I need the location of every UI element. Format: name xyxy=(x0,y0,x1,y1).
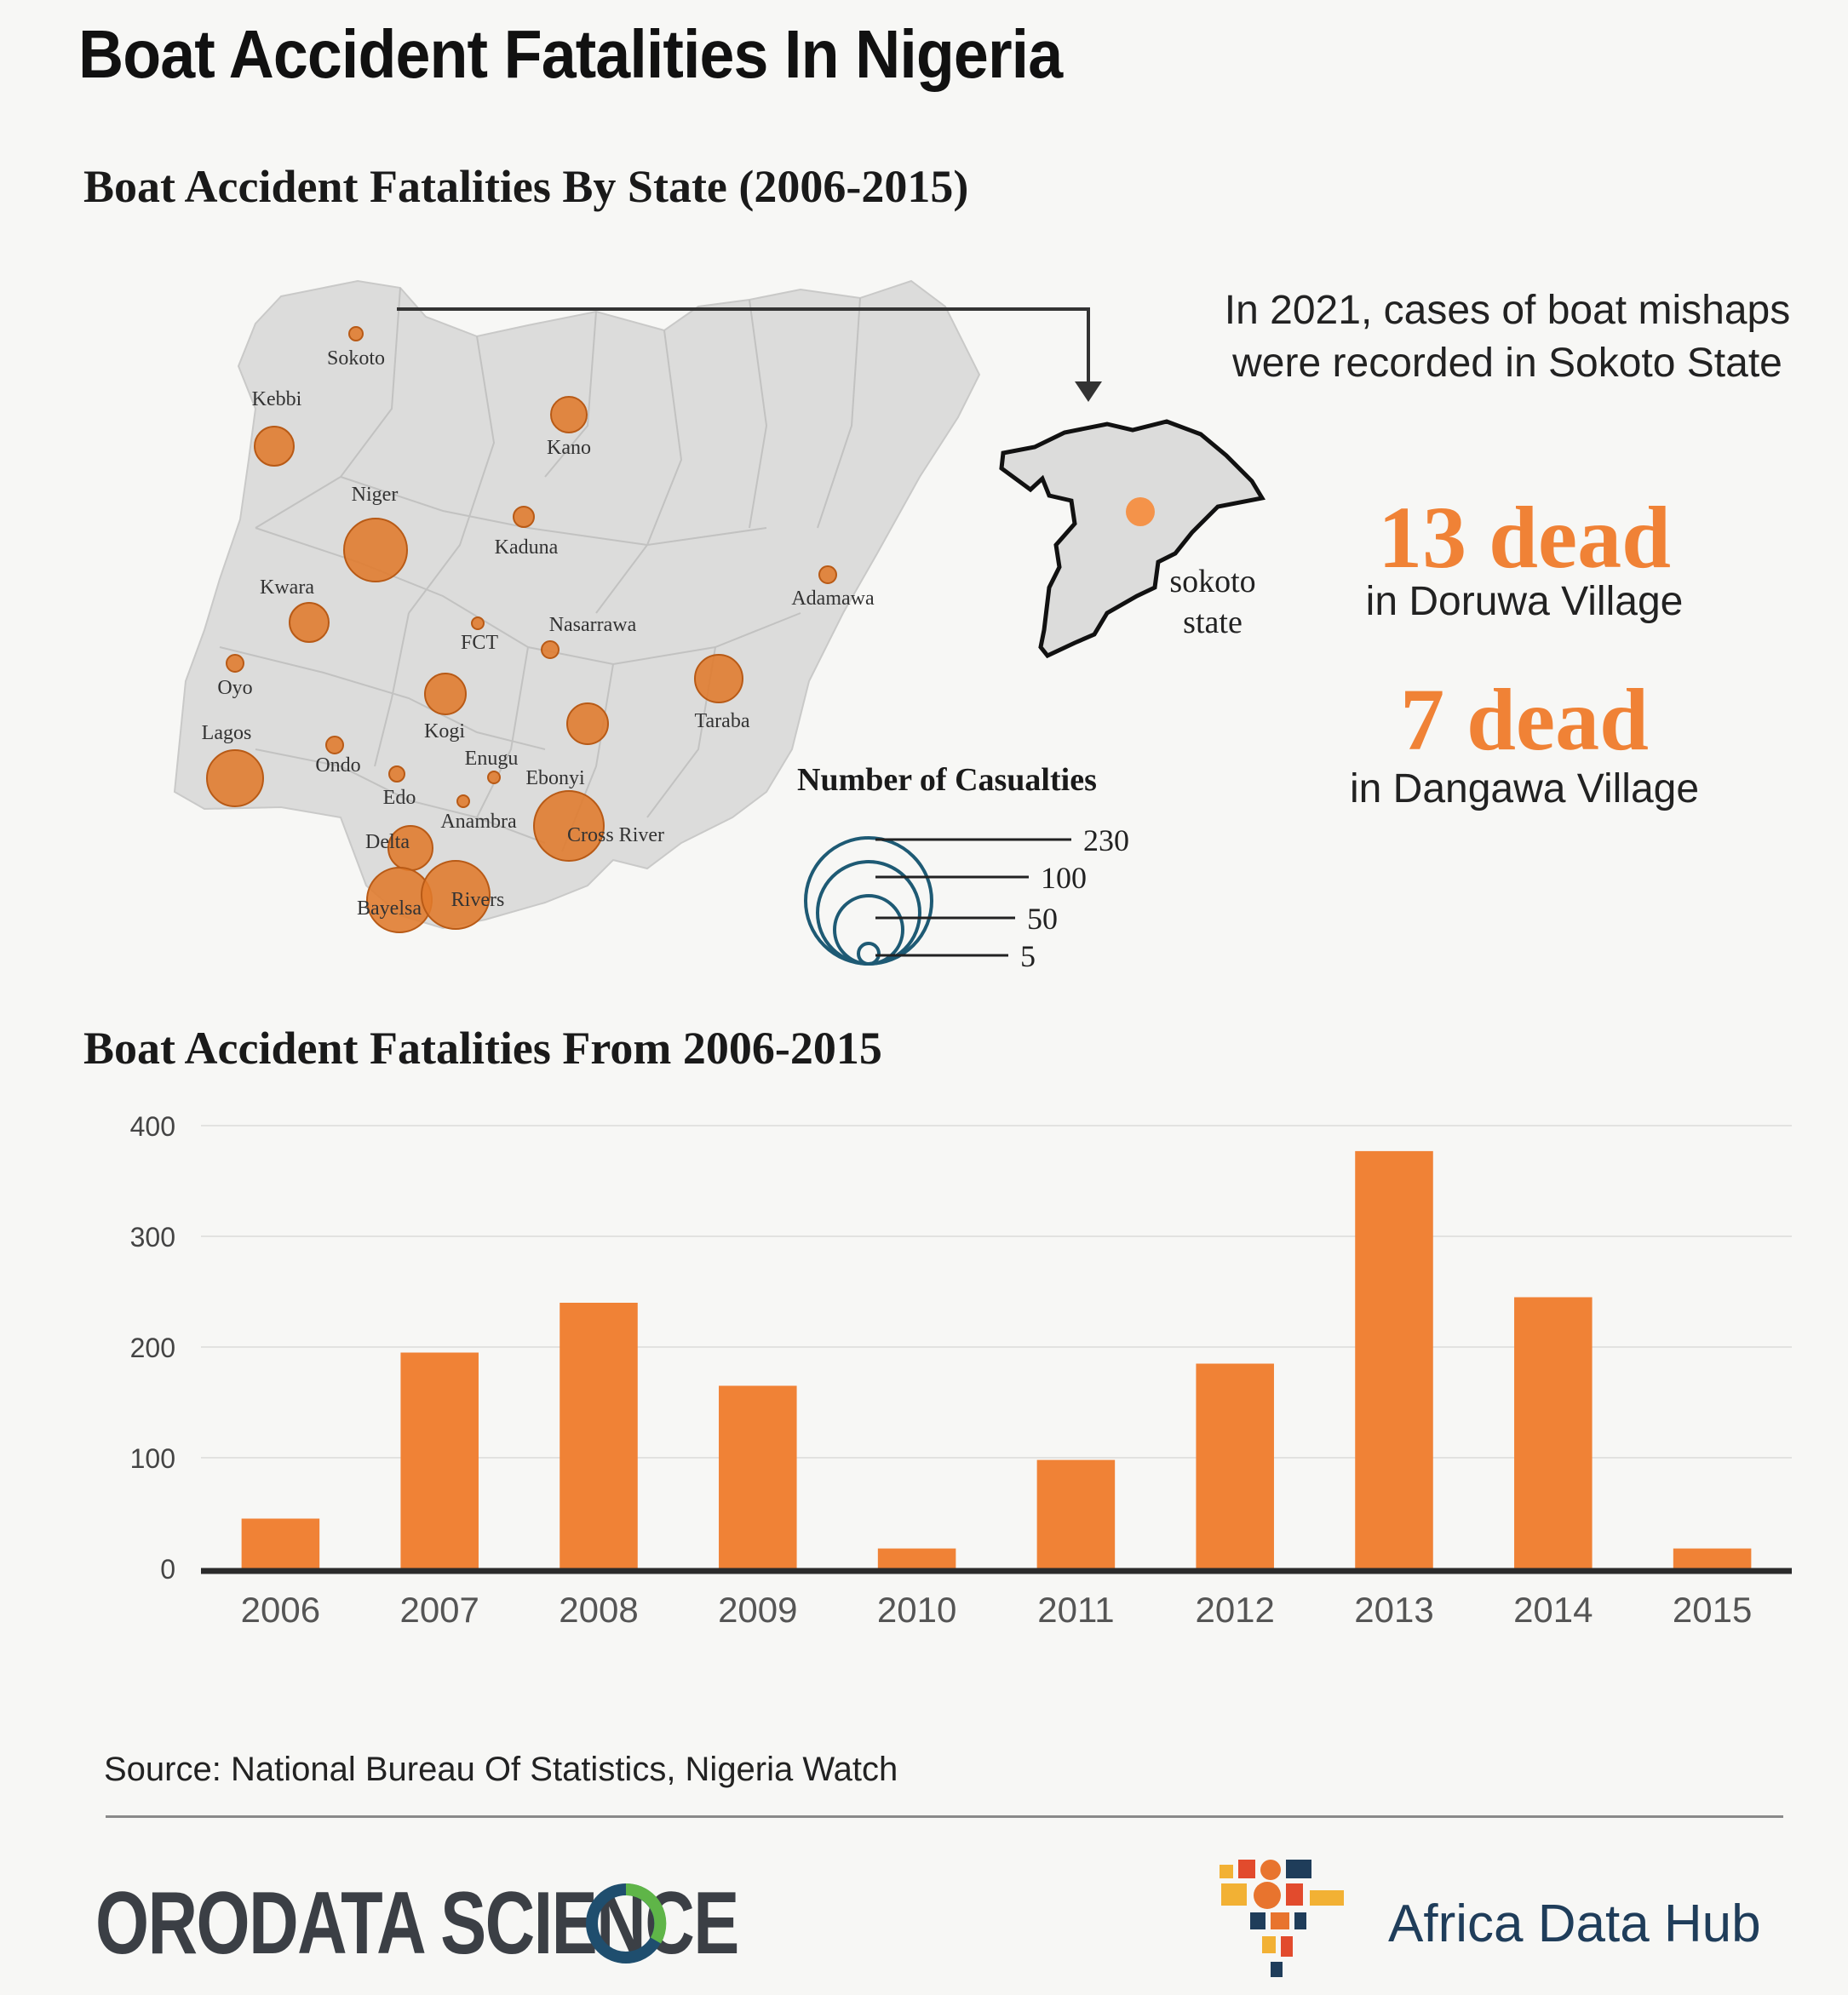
bar xyxy=(1673,1548,1752,1568)
state-label: Kogi xyxy=(424,720,465,742)
x-tick-label: 2011 xyxy=(1037,1590,1114,1630)
state-label: Bayelsa xyxy=(357,897,422,920)
bar xyxy=(400,1352,479,1568)
inset-arrow-line xyxy=(397,307,1090,383)
legend-value: 230 xyxy=(1083,823,1129,857)
bar xyxy=(877,1548,956,1568)
bar xyxy=(1355,1150,1433,1568)
state-label: Oyo xyxy=(217,677,252,699)
state-label: Ebonyi xyxy=(525,767,585,789)
y-tick-label: 100 xyxy=(130,1443,175,1474)
y-tick-label: 400 xyxy=(130,1111,175,1142)
bar xyxy=(1514,1297,1593,1568)
state-bubble xyxy=(325,736,344,754)
y-tick-label: 300 xyxy=(130,1222,175,1253)
stat2-big: 7 dead xyxy=(1400,671,1649,769)
x-tick-label: 2014 xyxy=(1513,1590,1593,1630)
state-label: Enugu xyxy=(465,748,519,770)
state-bubble xyxy=(471,616,485,630)
state-label: Delta xyxy=(365,831,410,853)
africa-data-hub-icon xyxy=(1220,1860,1344,1977)
state-bubble xyxy=(348,326,364,341)
state-bubble xyxy=(541,640,560,659)
nigeria-map-shape xyxy=(173,279,981,930)
stat1-big: 13 dead xyxy=(1378,489,1671,587)
state-bubble xyxy=(694,654,743,703)
state-label: Niger xyxy=(352,484,399,506)
state-label: Sokoto xyxy=(327,347,385,370)
inset-label-line2: state xyxy=(1183,605,1243,640)
sokoto-inset-dot xyxy=(1126,497,1155,526)
state-bubble xyxy=(254,426,295,467)
state-bubble xyxy=(206,749,264,807)
state-label: Ondo xyxy=(315,754,360,777)
x-tick-label: 2012 xyxy=(1195,1590,1274,1630)
state-bubble xyxy=(226,654,244,673)
nigeria-bubble-map: sokoto state Sokoto Kebbi Kano Niger Kaduna K… xyxy=(173,279,1265,973)
state-bubble xyxy=(533,790,605,862)
state-label: Rivers xyxy=(451,889,505,911)
state-label: Kano xyxy=(547,437,591,459)
legend-value: 5 xyxy=(1020,939,1036,973)
state-bubble xyxy=(388,765,405,783)
inset-arrow-head xyxy=(1075,381,1102,402)
info-intro: In 2021, cases of boat mishaps were reco… xyxy=(1224,288,1791,386)
x-tick-label: 2009 xyxy=(718,1590,797,1630)
bar xyxy=(241,1518,320,1568)
x-tick-label: 2006 xyxy=(241,1590,320,1630)
x-tick-label: 2008 xyxy=(559,1590,638,1630)
legend-value: 100 xyxy=(1041,861,1087,895)
state-bubble xyxy=(487,771,501,784)
legend-circle xyxy=(833,894,904,966)
africa-data-hub-text: Africa Data Hub xyxy=(1388,1895,1761,1953)
state-label: Kaduna xyxy=(495,536,559,559)
bar xyxy=(1196,1363,1274,1568)
state-label: Taraba xyxy=(695,710,750,732)
state-label: Lagos xyxy=(202,722,252,744)
x-tick-label: 2015 xyxy=(1673,1590,1752,1630)
bar-chart-title: Boat Accident Fatalities From 2006-2015 xyxy=(83,1023,882,1074)
x-tick-label: 2013 xyxy=(1354,1590,1433,1630)
state-bubble xyxy=(550,396,588,433)
state-bubble xyxy=(424,673,467,715)
stat1-sub: in Doruwa Village xyxy=(1365,579,1684,624)
state-label: FCT xyxy=(461,632,498,654)
x-tick-label: 2007 xyxy=(399,1590,479,1630)
bar xyxy=(1036,1459,1116,1568)
stat2-sub: in Dangawa Village xyxy=(1349,766,1700,811)
state-bubble xyxy=(289,602,330,643)
y-tick-label: 0 xyxy=(160,1554,175,1585)
state-label: Edo xyxy=(383,787,416,809)
sokoto-inset-shape xyxy=(999,419,1265,659)
state-bubble xyxy=(566,702,609,745)
bar xyxy=(719,1385,797,1568)
legend-circle xyxy=(857,942,881,966)
state-bubble xyxy=(343,518,408,582)
legend-value: 50 xyxy=(1027,902,1058,936)
state-label: Cross River xyxy=(567,824,664,846)
footer-divider xyxy=(106,1815,1783,1818)
source-note: Source: National Bureau Of Statistics, N… xyxy=(104,1751,898,1788)
page-title: Boat Accident Fatalities In Nigeria xyxy=(78,16,1063,92)
legend-title: Number of Casualties xyxy=(797,762,1097,798)
state-label: Kebbi xyxy=(252,388,302,410)
y-tick-label: 200 xyxy=(130,1333,175,1363)
state-label: Nasarrawa xyxy=(549,614,637,636)
state-bubble xyxy=(513,506,535,528)
map-section-title: Boat Accident Fatalities By State (2006-… xyxy=(83,161,969,212)
inset-label-line1: sokoto xyxy=(1169,564,1255,599)
bar xyxy=(560,1303,638,1568)
state-bubble xyxy=(421,860,491,930)
state-bubble xyxy=(818,565,837,584)
x-tick-label: 2010 xyxy=(877,1590,956,1630)
orodata-ring-icon xyxy=(586,1883,667,1963)
state-label: Kwara xyxy=(260,576,314,599)
state-label: Adamawa xyxy=(791,588,875,610)
state-bubble xyxy=(456,794,470,808)
bar-chart: 0 100 200 300 400 2006 2007 2008 2009 2010 2011 201… xyxy=(130,1111,1792,1630)
state-label: Anambra xyxy=(440,811,517,833)
